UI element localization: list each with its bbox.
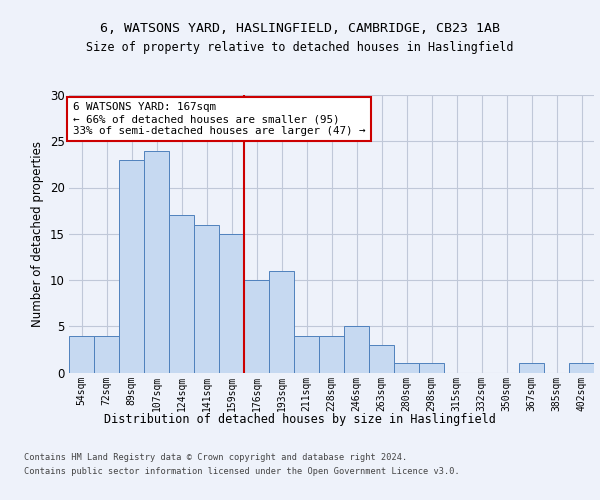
Text: 6, WATSONS YARD, HASLINGFIELD, CAMBRIDGE, CB23 1AB: 6, WATSONS YARD, HASLINGFIELD, CAMBRIDGE… <box>100 22 500 36</box>
Bar <box>519 363 544 372</box>
Bar <box>344 326 369 372</box>
Text: Size of property relative to detached houses in Haslingfield: Size of property relative to detached ho… <box>86 41 514 54</box>
Text: Distribution of detached houses by size in Haslingfield: Distribution of detached houses by size … <box>104 412 496 426</box>
Bar <box>219 234 244 372</box>
Y-axis label: Number of detached properties: Number of detached properties <box>31 141 44 327</box>
Bar <box>69 336 94 372</box>
Bar <box>269 271 294 372</box>
Text: 6 WATSONS YARD: 167sqm
← 66% of detached houses are smaller (95)
33% of semi-det: 6 WATSONS YARD: 167sqm ← 66% of detached… <box>73 102 365 136</box>
Bar <box>394 363 419 372</box>
Bar <box>194 224 219 372</box>
Bar <box>369 345 394 372</box>
Bar <box>419 363 444 372</box>
Text: Contains HM Land Registry data © Crown copyright and database right 2024.: Contains HM Land Registry data © Crown c… <box>24 452 407 462</box>
Bar <box>244 280 269 372</box>
Bar <box>144 150 169 372</box>
Bar <box>169 215 194 372</box>
Bar <box>119 160 144 372</box>
Bar <box>569 363 594 372</box>
Bar <box>319 336 344 372</box>
Bar <box>294 336 319 372</box>
Text: Contains public sector information licensed under the Open Government Licence v3: Contains public sector information licen… <box>24 468 460 476</box>
Bar <box>94 336 119 372</box>
